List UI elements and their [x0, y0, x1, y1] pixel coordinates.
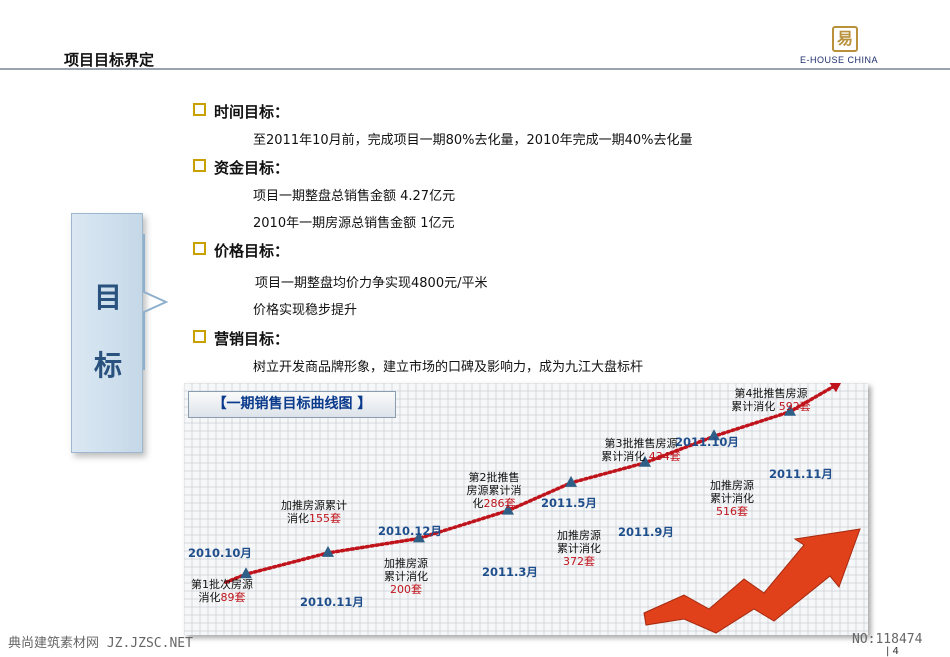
growth-arrow-icon — [643, 528, 861, 634]
annotation-label: 第3批推售房源累计消化 434套 — [601, 436, 681, 463]
section-fund-line-1: 项目一期整盘总销售金额 4.27亿元 — [253, 189, 456, 204]
section-marketing-heading: 营销目标： — [193, 328, 289, 349]
ehouse-logo-icon: 易 — [832, 26, 858, 52]
data-point-marker — [240, 567, 252, 579]
chevron-right-icon — [143, 234, 169, 370]
sales-chart: 2010.10月 2010.11月 2010.12月 2011.3月 2011.5月 20… — [183, 379, 868, 635]
date-tick-label: 2010.11月 — [300, 595, 364, 609]
annotation-label: 加推房源累计消化 516套 — [710, 478, 754, 518]
section-time-line: 至2011年10月前，完成项目一期80%去化量，2010年完成一期40%去化量 — [253, 133, 693, 148]
annotation-label: 第1批次房源消化89套 — [191, 577, 253, 604]
annotation-label: 加推房源累计消化155套 — [281, 498, 347, 525]
annotation-label: 加推房源累计消化 372套 — [557, 528, 601, 568]
date-tick-label: 2011.9月 — [618, 525, 674, 539]
square-bullet-icon — [193, 159, 206, 172]
section-fund-line-2: 2010年一期房源总销售金额 1亿元 — [253, 216, 455, 231]
goal-char-2: 标 — [93, 349, 122, 382]
data-point-marker — [639, 455, 651, 467]
date-tick-label: 2010.12月 — [378, 524, 442, 538]
square-bullet-icon — [193, 330, 206, 343]
page-title: 项目目标界定 — [64, 51, 155, 69]
section-price-heading: 价格目标： — [193, 240, 289, 261]
footer-number: NO:118474 — [852, 632, 923, 647]
section-fund-heading: 资金目标： — [193, 157, 289, 178]
annotation-label: 第4批推售房源累计消化 592套 — [731, 386, 811, 413]
section-price-line-1: 项目一期整盘均价力争实现4800元/平米 — [255, 276, 488, 291]
square-bullet-icon — [193, 242, 206, 255]
annotation-value: 286套 — [484, 497, 516, 510]
data-point-marker — [708, 429, 720, 441]
section-price-line-2: 价格实现稳步提升 — [253, 303, 358, 318]
logo-text: E-HOUSE CHINA — [800, 55, 879, 65]
section-time-heading: 时间目标： — [193, 101, 289, 122]
data-point-marker — [413, 531, 425, 543]
sales-curve-line — [224, 381, 841, 584]
date-tick-label: 2011.11月 — [769, 467, 833, 481]
annotation-value: 155套 — [309, 512, 341, 525]
annotation-value: 372套 — [563, 555, 595, 568]
data-point-marker — [784, 404, 796, 416]
annotation-value: 434套 — [649, 450, 681, 463]
square-bullet-icon — [193, 103, 206, 116]
section-marketing-line: 树立开发商品牌形象，建立市场的口碑及影响力，成为九江大盘标杆 — [253, 360, 644, 375]
annotation-value: 592套 — [779, 400, 811, 413]
curve-arrowhead-icon — [829, 379, 843, 393]
annotation-value: 89套 — [221, 591, 246, 604]
date-tick-label: 2010.10月 — [188, 546, 252, 560]
date-tick-label: 2011.5月 — [541, 496, 597, 510]
page-number: | 4 — [886, 646, 899, 657]
footer-watermark: 典尚建筑素材网 JZ.JZSC.NET — [8, 636, 193, 651]
annotation-value: 200套 — [390, 583, 422, 596]
goal-box: 目 标 — [71, 213, 143, 453]
annotation-label: 加推房源累计消化 200套 — [384, 556, 428, 596]
chart-title: 【一期销售目标曲线图 】 — [188, 391, 396, 418]
date-tick-label: 2011.10月 — [675, 435, 739, 449]
annotation-value: 516套 — [716, 505, 748, 518]
sales-chart-svg: 2010.10月 2010.11月 2010.12月 2011.3月 2011.5月 20… — [183, 379, 868, 635]
annotation-label: 第2批推售房源累计消化286套 — [467, 470, 522, 510]
date-tick-label: 2011.3月 — [482, 565, 538, 579]
header-divider — [0, 68, 950, 70]
data-point-marker — [322, 545, 334, 557]
data-point-marker — [502, 503, 514, 515]
data-point-marker — [565, 475, 577, 487]
goal-char-1: 目 — [93, 281, 122, 314]
